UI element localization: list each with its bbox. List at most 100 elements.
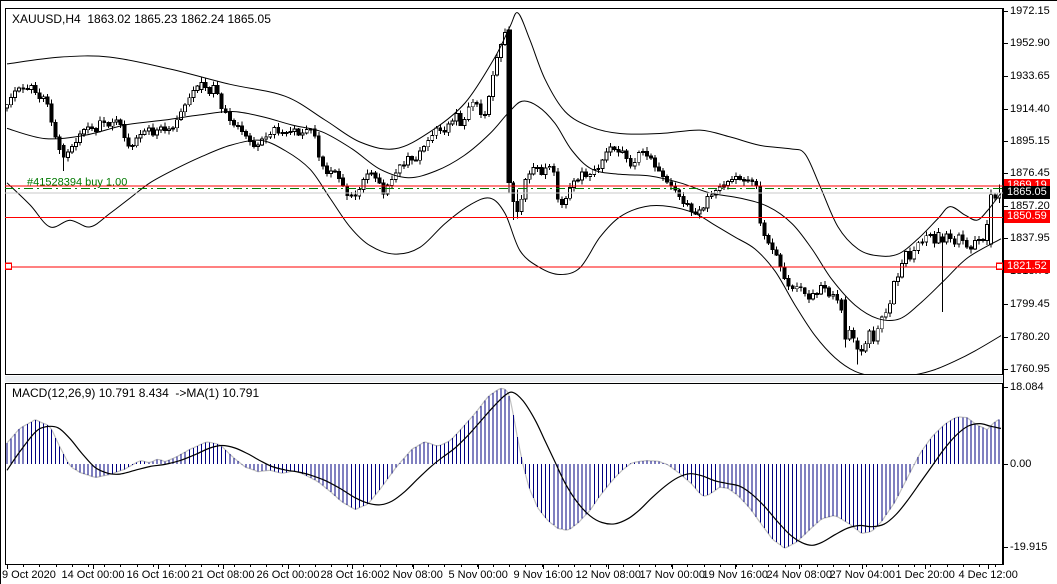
- candle: [819, 285, 823, 295]
- candle: [110, 121, 115, 127]
- time-major-tick: [478, 565, 479, 569]
- candle: [948, 233, 953, 240]
- candle: [353, 194, 358, 197]
- candle: [187, 97, 192, 106]
- candle: [82, 129, 86, 135]
- candle: [223, 108, 228, 113]
- candle: [912, 250, 917, 260]
- time-major-tick: [925, 565, 926, 569]
- time-minor-tick: [962, 565, 964, 567]
- candle: [162, 126, 167, 132]
- candle: [37, 92, 42, 99]
- price-tick-label: 1952.90: [1010, 37, 1050, 50]
- candles: [5, 26, 1002, 365]
- candle: [543, 167, 548, 175]
- candle: [823, 285, 828, 289]
- candle: [126, 137, 131, 147]
- time-minor-tick: [282, 565, 284, 567]
- time-minor-tick: [104, 565, 106, 567]
- price-tick-label: 1799.45: [1010, 297, 1050, 310]
- candle: [499, 43, 504, 58]
- candle: [754, 180, 759, 187]
- time-tick-label: 26 Oct 00:00: [256, 569, 320, 581]
- price-tick: [1003, 43, 1008, 45]
- candle: [592, 168, 597, 175]
- time-minor-tick: [217, 565, 219, 567]
- candle: [65, 151, 70, 158]
- candle: [486, 96, 491, 116]
- candle: [470, 101, 475, 108]
- candle: [519, 198, 524, 213]
- candle: [482, 113, 487, 116]
- candle: [968, 246, 973, 250]
- candle: [843, 299, 848, 340]
- candle: [689, 203, 694, 213]
- candle: [154, 129, 159, 136]
- candle: [685, 203, 690, 205]
- price-axis[interactable]: [1003, 0, 1057, 565]
- candle: [762, 222, 767, 236]
- time-tick-label: 12 Nov 08:00: [575, 569, 641, 581]
- order-line-label[interactable]: #41528394 buy 1.00: [27, 177, 127, 189]
- hline-handle-right[interactable]: [995, 262, 1003, 270]
- candle: [17, 87, 22, 92]
- price-tick: [1003, 10, 1008, 12]
- candle: [936, 231, 941, 244]
- candle: [535, 166, 540, 169]
- candle: [786, 278, 791, 287]
- candle: [235, 124, 240, 127]
- macd-tick: [1003, 547, 1008, 549]
- candle: [341, 177, 346, 187]
- candle: [21, 87, 26, 90]
- candle: [458, 113, 463, 126]
- candle: [734, 176, 738, 180]
- candle: [839, 299, 844, 311]
- candle: [29, 84, 34, 90]
- bollinger-upper-band[interactable]: [6, 12, 1002, 257]
- time-tick-label: 4 Dec 12:00: [958, 569, 1018, 581]
- candle: [77, 133, 82, 143]
- candle: [167, 128, 171, 132]
- candle: [750, 179, 755, 182]
- candle: [345, 185, 350, 197]
- bollinger-middle-band[interactable]: [6, 100, 1002, 322]
- time-major-tick: [672, 565, 673, 569]
- candle: [616, 149, 621, 153]
- price-tick: [1003, 75, 1008, 77]
- candle: [256, 144, 261, 147]
- hline-handle-left[interactable]: [5, 262, 13, 270]
- candle: [511, 182, 516, 202]
- window-top-border: [0, 0, 1057, 1]
- macd-tick-label: 0.00: [1010, 457, 1032, 470]
- candle: [438, 127, 443, 132]
- candle: [495, 57, 499, 76]
- macd-pane[interactable]: [5, 383, 1003, 565]
- candle: [405, 156, 410, 166]
- candle: [134, 137, 139, 147]
- time-minor-tick: [946, 565, 948, 567]
- time-tick-label: 5 Nov 00:00: [448, 569, 508, 581]
- candle: [179, 111, 184, 121]
- bollinger-lower-band[interactable]: [6, 139, 1002, 375]
- candle: [729, 178, 734, 183]
- candle: [644, 150, 649, 157]
- candle: [802, 287, 807, 295]
- price-badge-current: 1865.05: [1004, 185, 1050, 199]
- candle: [211, 84, 216, 94]
- candle: [738, 176, 742, 181]
- pane-splitter[interactable]: [5, 376, 1003, 382]
- main-chart[interactable]: #41528394 buy 1.00: [5, 8, 1003, 375]
- candle: [142, 130, 147, 135]
- candle: [774, 249, 779, 256]
- time-minor-tick: [719, 565, 721, 567]
- time-tick-label: 24 Nov 08:00: [766, 569, 832, 581]
- candle: [588, 173, 593, 178]
- candle: [742, 179, 747, 182]
- price-tick-label: 1933.65: [1010, 69, 1050, 82]
- candle: [316, 135, 321, 158]
- price-tick: [1003, 141, 1008, 143]
- time-minor-tick: [898, 565, 899, 567]
- candle: [426, 140, 431, 148]
- time-major-tick: [988, 565, 989, 569]
- candle: [369, 172, 374, 175]
